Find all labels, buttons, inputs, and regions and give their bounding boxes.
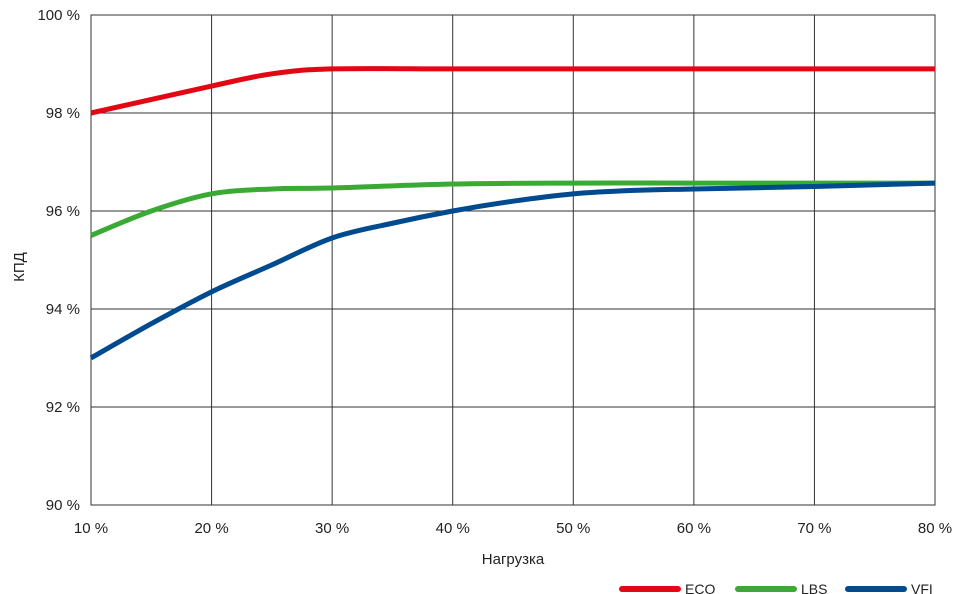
grid [90,14,936,506]
legend-label-vfi: VFI [911,581,933,594]
legend-label-eco: ECO [685,581,715,594]
legend-label-lbs: LBS [801,581,827,594]
x-tick-label: 50 % [556,520,590,537]
x-tick-label: 40 % [436,520,470,537]
x-tick-label: 30 % [315,520,349,537]
x-tick-label: 80 % [918,520,952,537]
y-axis-title: КПД [11,252,28,282]
y-tick-label: 96 % [46,203,80,220]
y-tick-label: 98 % [46,105,80,122]
y-tick-label: 90 % [46,497,80,514]
y-tick-label: 100 % [37,7,80,24]
series-line-vfi [89,180,936,361]
series-line-eco [90,66,935,116]
x-tick-label: 20 % [194,520,228,537]
y-tick-label: 92 % [46,399,80,416]
series-lines [89,66,936,361]
series-line-lbs [90,180,935,238]
x-tick-label: 70 % [797,520,831,537]
x-tick-label: 10 % [74,520,108,537]
plot-frame [90,14,936,506]
legend: ECO LBS VFI [619,581,933,594]
x-tick-label: 60 % [677,520,711,537]
tick-labels: 10 % 20 % 30 % 40 % 50 % 60 % 70 % 80 % 90 % 92 %… [37,7,952,537]
y-tick-label: 94 % [46,301,80,318]
x-axis-title: Нагрузка [482,551,545,568]
